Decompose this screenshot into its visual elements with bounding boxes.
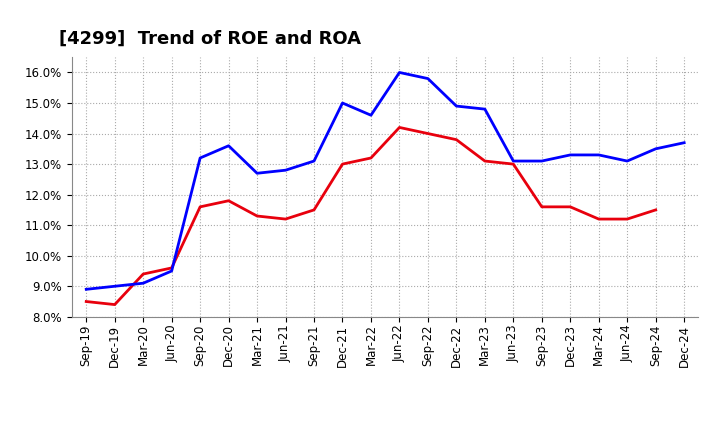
ROA: [82, 287, 91, 292]
Line: ROA: ROA: [86, 73, 684, 290]
ROA: [652, 146, 660, 151]
ROE: [423, 131, 432, 136]
ROE: [167, 265, 176, 271]
ROA: [509, 158, 518, 164]
ROE: [452, 137, 461, 142]
ROA: [282, 168, 290, 173]
ROA: [110, 284, 119, 289]
ROE: [480, 158, 489, 164]
ROE: [282, 216, 290, 222]
ROE: [139, 271, 148, 277]
ROE: [225, 198, 233, 203]
Text: [4299]  Trend of ROE and ROA: [4299] Trend of ROE and ROA: [60, 29, 361, 48]
ROE: [652, 207, 660, 213]
Line: ROE: ROE: [86, 128, 656, 304]
ROA: [310, 158, 318, 164]
ROE: [82, 299, 91, 304]
ROE: [537, 204, 546, 209]
ROA: [480, 106, 489, 112]
ROA: [366, 113, 375, 118]
ROA: [338, 100, 347, 106]
ROA: [167, 268, 176, 274]
ROA: [139, 281, 148, 286]
ROE: [623, 216, 631, 222]
ROA: [395, 70, 404, 75]
ROE: [110, 302, 119, 307]
ROA: [566, 152, 575, 158]
ROE: [338, 161, 347, 167]
ROE: [509, 161, 518, 167]
ROA: [623, 158, 631, 164]
ROA: [452, 103, 461, 109]
ROA: [680, 140, 688, 145]
ROA: [225, 143, 233, 148]
ROA: [253, 171, 261, 176]
ROE: [366, 155, 375, 161]
ROE: [395, 125, 404, 130]
ROA: [423, 76, 432, 81]
ROA: [537, 158, 546, 164]
ROA: [595, 152, 603, 158]
ROE: [566, 204, 575, 209]
ROE: [253, 213, 261, 219]
ROE: [310, 207, 318, 213]
ROE: [595, 216, 603, 222]
ROE: [196, 204, 204, 209]
ROA: [196, 155, 204, 161]
